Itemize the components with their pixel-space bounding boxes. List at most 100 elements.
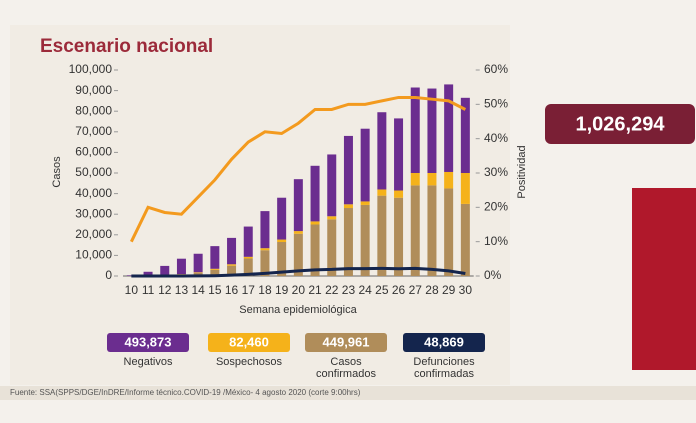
panel (10, 25, 510, 385)
y-tick-label: 50,000 (75, 165, 112, 179)
y-tick-label: 0 (105, 268, 112, 282)
x-tick-label: 12 (158, 283, 172, 297)
line (131, 266, 466, 278)
bar (444, 188, 454, 276)
y-tick-label: 70,000 (75, 124, 112, 138)
bar (310, 165, 320, 222)
bar (176, 258, 186, 275)
legend-label: Defunciones confirmadas (413, 356, 475, 380)
bar (243, 258, 253, 276)
bar (277, 242, 287, 276)
x-tick-label: 29 (442, 283, 456, 297)
bar (394, 190, 404, 198)
bar (210, 269, 220, 276)
bar (410, 173, 420, 186)
bar (193, 253, 203, 273)
x-tick-label: 14 (191, 283, 205, 297)
bar (277, 239, 287, 243)
bar (243, 256, 253, 259)
bar (160, 265, 170, 276)
legend-swatch (305, 333, 387, 352)
y2-tick-label: 30% (484, 165, 508, 179)
y-tick-label: 100,000 (69, 62, 113, 76)
bar (360, 128, 370, 202)
x-tick-label: 25 (375, 283, 389, 297)
bar (410, 185, 420, 276)
y-tick-label: 80,000 (75, 103, 112, 117)
bar (327, 219, 337, 276)
y-axis-label: Casos (51, 156, 63, 188)
x-tick-label: 21 (308, 283, 322, 297)
counter-box (545, 104, 695, 144)
line (130, 95, 467, 243)
x-tick-label: 11 (142, 283, 155, 297)
bar (343, 208, 353, 276)
bar (293, 179, 303, 232)
x-tick-label: 13 (175, 283, 189, 297)
bar (394, 197, 404, 276)
bar (444, 84, 454, 172)
legend-label: Casos confirmados (316, 356, 376, 380)
x-tick-label: 10 (125, 283, 139, 297)
x-tick-label: 17 (242, 283, 256, 297)
x-tick-label: 24 (358, 283, 372, 297)
y-tick-label: 20,000 (75, 227, 112, 241)
x-tick-label: 15 (208, 283, 222, 297)
legend-total: 449,961 (323, 334, 370, 349)
legend-label: Sospechosos (215, 356, 283, 368)
bar (343, 135, 353, 205)
y2-tick-label: 20% (484, 200, 508, 214)
bar (410, 87, 420, 173)
bar (394, 118, 404, 191)
x-tick-label: 26 (392, 283, 406, 297)
y-tick-label: 60,000 (75, 145, 112, 159)
y2-tick-label: 50% (484, 97, 508, 111)
legend-total: 82,460 (229, 334, 269, 349)
bar (227, 237, 237, 265)
bar (427, 88, 437, 173)
y2-tick-label: 40% (484, 131, 508, 145)
bar (293, 233, 303, 276)
bar (444, 171, 454, 189)
legend-total: 493,873 (125, 334, 172, 349)
y2-tick-label: 10% (484, 234, 508, 248)
bar (243, 226, 253, 257)
y2-tick-label: 60% (484, 62, 508, 76)
x-axis-label: Semana epidemiológica (239, 304, 357, 316)
bar (293, 231, 303, 234)
y2-tick-label: 0% (484, 268, 502, 282)
x-tick-label: 19 (275, 283, 289, 297)
bar (460, 203, 470, 276)
bar (210, 268, 220, 270)
bar (227, 264, 237, 266)
bar (427, 185, 437, 276)
y-tick-label: 40,000 (75, 186, 112, 200)
bar (427, 173, 437, 186)
x-tick-label: 16 (225, 283, 239, 297)
bar (260, 250, 270, 276)
bar (343, 204, 353, 209)
bar (277, 197, 287, 240)
bar (310, 224, 320, 276)
x-tick-label: 28 (425, 283, 439, 297)
legend-label: Negativos (123, 356, 173, 368)
bar (227, 265, 237, 276)
bar (193, 272, 203, 273)
bar (327, 216, 337, 220)
x-tick-label: 30 (459, 283, 473, 297)
bar (460, 97, 470, 173)
bar (377, 195, 387, 276)
bar (360, 201, 370, 205)
bar (143, 271, 153, 276)
bar (360, 204, 370, 276)
bar (377, 112, 387, 190)
x-tick-label: 18 (258, 283, 272, 297)
x-tick-label: 20 (292, 283, 306, 297)
x-tick-label: 23 (342, 283, 356, 297)
y-tick-label: 90,000 (75, 83, 112, 97)
y-tick-label: 30,000 (75, 206, 112, 220)
y-tick-label: 10,000 (75, 248, 112, 262)
legend-swatch (403, 333, 485, 352)
x-tick-label: 27 (409, 283, 423, 297)
